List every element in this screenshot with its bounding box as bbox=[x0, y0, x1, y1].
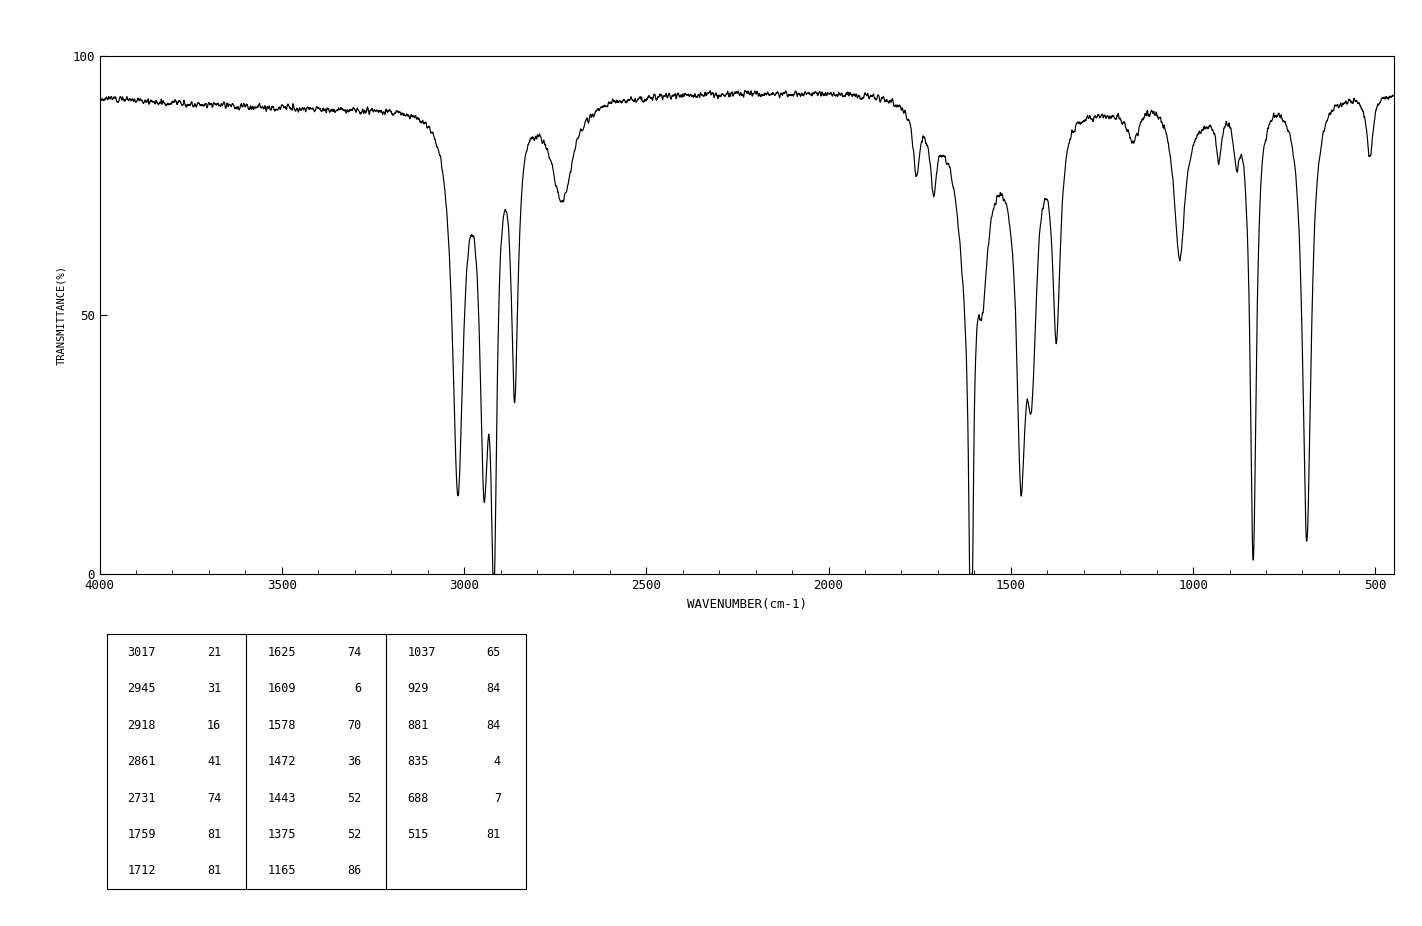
Text: 515: 515 bbox=[407, 828, 428, 841]
Text: 81: 81 bbox=[486, 828, 501, 841]
Text: 4: 4 bbox=[493, 755, 501, 769]
Y-axis label: TRANSMITTANCE(%): TRANSMITTANCE(%) bbox=[57, 265, 67, 365]
Text: 2731: 2731 bbox=[128, 792, 156, 805]
Text: 81: 81 bbox=[208, 864, 222, 877]
Text: 41: 41 bbox=[208, 755, 222, 769]
Text: 1625: 1625 bbox=[267, 646, 296, 659]
Text: 2861: 2861 bbox=[128, 755, 156, 769]
Text: 74: 74 bbox=[208, 792, 222, 805]
Text: 2945: 2945 bbox=[128, 682, 156, 695]
Text: 36: 36 bbox=[347, 755, 361, 769]
Text: 3017: 3017 bbox=[128, 646, 156, 659]
Text: 1375: 1375 bbox=[267, 828, 296, 841]
Text: 1578: 1578 bbox=[267, 719, 296, 732]
Text: 1165: 1165 bbox=[267, 864, 296, 877]
Text: 929: 929 bbox=[407, 682, 428, 695]
Text: 2918: 2918 bbox=[128, 719, 156, 732]
Text: 688: 688 bbox=[407, 792, 428, 805]
Text: 1759: 1759 bbox=[128, 828, 156, 841]
Text: 74: 74 bbox=[347, 646, 361, 659]
Text: 21: 21 bbox=[208, 646, 222, 659]
Text: 1472: 1472 bbox=[267, 755, 296, 769]
Text: 31: 31 bbox=[208, 682, 222, 695]
Text: 86: 86 bbox=[347, 864, 361, 877]
Text: 52: 52 bbox=[347, 828, 361, 841]
Text: 1037: 1037 bbox=[407, 646, 435, 659]
Text: 1609: 1609 bbox=[267, 682, 296, 695]
X-axis label: WAVENUMBER(cm-1): WAVENUMBER(cm-1) bbox=[687, 597, 806, 610]
Text: 84: 84 bbox=[486, 719, 501, 732]
Text: 84: 84 bbox=[486, 682, 501, 695]
Text: 52: 52 bbox=[347, 792, 361, 805]
Text: 835: 835 bbox=[407, 755, 428, 769]
Text: 65: 65 bbox=[486, 646, 501, 659]
Text: 16: 16 bbox=[208, 719, 222, 732]
Text: 1443: 1443 bbox=[267, 792, 296, 805]
Text: 6: 6 bbox=[354, 682, 361, 695]
Text: 881: 881 bbox=[407, 719, 428, 732]
Text: 70: 70 bbox=[347, 719, 361, 732]
Text: 81: 81 bbox=[208, 828, 222, 841]
Text: 7: 7 bbox=[493, 792, 501, 805]
Text: 1712: 1712 bbox=[128, 864, 156, 877]
